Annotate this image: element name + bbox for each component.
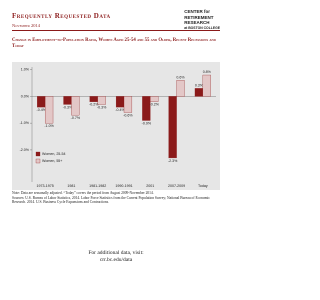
bar — [115, 96, 125, 108]
data-label: 0.3% — [195, 83, 204, 87]
bar — [123, 96, 133, 113]
bar — [202, 74, 211, 97]
bar — [71, 96, 80, 116]
y-tick-label: -1.0% — [20, 121, 30, 125]
x-tick-label: 1973-1975 — [37, 184, 54, 188]
data-label: -0.3% — [97, 105, 107, 109]
bar — [97, 96, 106, 105]
chart: 1.0%0.0%-1.0%-2.0%-0.4%-0.3%-0.2%-0.4%-0… — [12, 62, 220, 190]
logo-line: RETIREMENT — [184, 14, 214, 20]
bar — [63, 96, 72, 105]
legend-label: Women, 25-54 — [42, 152, 66, 156]
date: November 2014 — [12, 23, 41, 28]
data-label: -0.2% — [150, 103, 160, 107]
data-label: -0.9% — [142, 121, 152, 125]
bar — [176, 80, 185, 97]
x-tick-label: 2001 — [146, 184, 154, 188]
x-tick-label: 1990-1991 — [115, 184, 132, 188]
logo: CENTER for RETIREMENT RESEARCH at BOSTON… — [184, 9, 220, 31]
legend-swatch — [35, 151, 41, 157]
bar — [194, 88, 204, 97]
page: Frequently Requested Data November 2014 … — [0, 9, 232, 264]
logo-line: CENTER for — [184, 9, 211, 14]
bar — [89, 96, 98, 102]
chart-background — [12, 62, 220, 190]
chart-title: Change in Employment-to-Population Ratio… — [12, 38, 216, 49]
title: Frequently Requested Data — [12, 12, 111, 20]
legend-swatch — [35, 158, 41, 164]
note: Note: Data are seasonally adjusted. “Tod… — [12, 191, 154, 195]
footer-text: For additional data, visit: — [88, 250, 144, 256]
data-label: 0.6% — [176, 75, 185, 79]
data-label: -0.3% — [63, 105, 73, 109]
y-tick-label: 1.0% — [21, 68, 30, 72]
bar — [150, 96, 159, 102]
logo-line: RESEARCH — [184, 20, 210, 25]
bar — [168, 96, 177, 159]
legend-label: Women, 55+ — [42, 159, 62, 163]
data-label: -1.0% — [44, 124, 54, 128]
data-label: -0.4% — [37, 108, 47, 112]
x-tick-label: 1981-1982 — [89, 184, 106, 188]
x-tick-label: Today — [198, 184, 208, 188]
data-label: -0.6% — [123, 113, 133, 117]
data-label: -2.3% — [168, 159, 178, 163]
y-tick-label: -2.0% — [20, 148, 30, 152]
data-label: -0.4% — [115, 108, 125, 112]
notes: Note: Data are seasonally adjusted. “Tod… — [12, 191, 220, 205]
y-tick-label: 0.0% — [21, 94, 30, 98]
note: Sources: U.S. Bureau of Labor Statistics… — [12, 195, 211, 205]
data-label: 0.8% — [203, 70, 212, 74]
bar — [37, 96, 46, 108]
x-tick-label: 1981 — [67, 184, 75, 188]
data-label: -0.2% — [89, 103, 99, 107]
rule — [12, 30, 220, 31]
data-label: -0.7% — [71, 116, 81, 120]
bar — [142, 96, 151, 121]
x-tick-label: 2007-2009 — [168, 184, 185, 188]
bar — [44, 96, 54, 124]
logo-line: at BOSTON COLLEGE — [184, 25, 220, 30]
footer: For additional data, visit: crr.bc.edu/d… — [0, 250, 232, 264]
footer-link: crr.bc.edu/data — [99, 257, 133, 263]
